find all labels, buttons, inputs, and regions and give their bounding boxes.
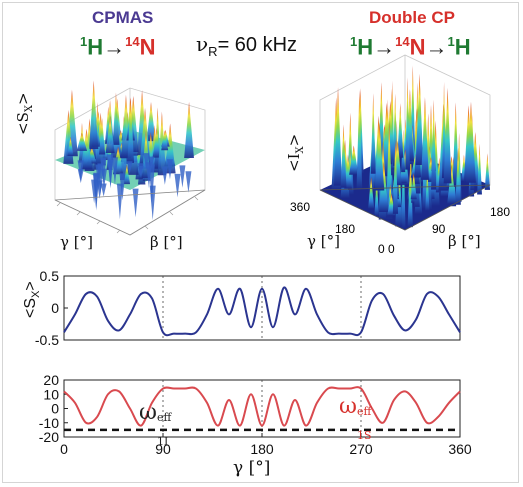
cpmas-spike bbox=[89, 80, 99, 150]
cpmas-spike bbox=[105, 115, 115, 153]
cpmas-dip bbox=[166, 159, 173, 180]
gamma-x-label: γ [°] bbox=[233, 458, 271, 478]
double-cp-spike bbox=[401, 129, 406, 173]
double-cp-title: Double CP bbox=[369, 8, 455, 27]
cpmas-surface bbox=[54, 80, 206, 236]
double-cp-spike bbox=[397, 103, 404, 158]
beta-tick-0: 0 bbox=[388, 242, 395, 256]
figure-frame bbox=[2, 2, 519, 483]
cpmas-dip bbox=[126, 161, 133, 174]
double-cp-spike bbox=[431, 99, 437, 190]
cpmas-dip bbox=[111, 157, 118, 185]
cpmas-dip bbox=[137, 163, 144, 177]
cpmas-dip bbox=[148, 156, 155, 170]
double-cp-spike bbox=[455, 147, 461, 205]
double-cp-spike bbox=[374, 177, 379, 216]
double-cp-z-label: <IX> bbox=[285, 133, 306, 172]
double-cp-reaction: 1H→14N→1H bbox=[350, 34, 471, 60]
double-cp-spike bbox=[368, 176, 375, 209]
double-cp-spike bbox=[466, 101, 476, 183]
cpmas-dip bbox=[145, 162, 152, 189]
cpmas-spike bbox=[146, 101, 156, 142]
double-cp-surface bbox=[319, 54, 491, 231]
cpmas-dip bbox=[132, 188, 139, 218]
cpmas-spike bbox=[99, 118, 106, 155]
double-cp-gamma-label: γ [°] bbox=[307, 232, 340, 250]
spin-rate-label: νR= 60 kHz bbox=[196, 32, 298, 59]
gamma-tick-180: 180 bbox=[335, 222, 356, 236]
cpmas-dip bbox=[179, 165, 186, 188]
cpmas-spike bbox=[123, 164, 131, 185]
cpmas-spike bbox=[76, 132, 88, 151]
cpmas-spike bbox=[152, 127, 161, 158]
cpmas-dip bbox=[107, 154, 114, 186]
double-cp-spike bbox=[477, 143, 482, 195]
cpmas-axis-ticks bbox=[56, 196, 199, 234]
double-cp-beta-label: β [°] bbox=[448, 232, 481, 250]
double-cp-spike bbox=[443, 87, 452, 184]
surface-plots bbox=[54, 54, 491, 236]
cpmas-spike bbox=[161, 130, 169, 151]
double-cp-spike bbox=[392, 139, 399, 214]
double-cp-spike bbox=[410, 172, 417, 200]
cpmas-dip bbox=[174, 173, 181, 198]
double-cp-spike bbox=[407, 163, 413, 228]
omega-1s-label: ω eff 1S bbox=[339, 394, 372, 442]
cpmas-spike bbox=[67, 136, 74, 157]
cpmas-dip bbox=[143, 153, 150, 171]
double-cp-spike bbox=[349, 145, 359, 175]
double-cp-spike bbox=[370, 93, 376, 174]
double-cp-spike bbox=[425, 168, 430, 211]
double-cp-spike bbox=[374, 122, 385, 191]
cpmas-dip bbox=[185, 171, 192, 193]
cpmas-dip bbox=[119, 173, 126, 201]
cpmas-dip bbox=[91, 179, 98, 204]
double-cp-spike bbox=[424, 113, 432, 210]
omega-1i-label: ω eff 1I bbox=[139, 400, 172, 448]
cpmas-dip bbox=[161, 166, 168, 185]
cpmas-spike bbox=[157, 111, 167, 176]
cpmas-dip bbox=[149, 185, 156, 221]
gamma-tick-360: 360 bbox=[290, 200, 311, 214]
double-cp-spike bbox=[333, 87, 343, 186]
double-cp-spike bbox=[420, 97, 429, 180]
cpmas-spike bbox=[112, 92, 120, 145]
cpmas-spike bbox=[184, 101, 194, 159]
double-cp-spike bbox=[405, 77, 410, 170]
cpmas-spike bbox=[139, 107, 151, 167]
double-cp-spike bbox=[340, 124, 347, 188]
gamma-tick-0: 0 bbox=[378, 242, 385, 256]
cpmas-z-label: <SX> bbox=[14, 92, 35, 135]
double-cp-spike bbox=[447, 164, 456, 204]
cpmas-title: CPMAS bbox=[92, 8, 154, 27]
cpmas-dip bbox=[95, 164, 102, 191]
beta-tick-180: 180 bbox=[490, 205, 511, 219]
cpmas-dip bbox=[100, 183, 107, 197]
double-cp-spike bbox=[396, 180, 402, 208]
sx-y-label: <SX> bbox=[22, 281, 43, 318]
double-cp-spike bbox=[415, 73, 424, 165]
beta-tick-90: 90 bbox=[432, 222, 446, 236]
cpmas-spike bbox=[127, 98, 135, 163]
double-cp-spike bbox=[484, 153, 491, 190]
cpmas-gamma-label: γ [°] bbox=[60, 233, 93, 251]
cpmas-beta-label: β [°] bbox=[150, 233, 183, 251]
cpmas-dip bbox=[116, 183, 123, 220]
cpmas-dip bbox=[100, 158, 107, 183]
double-cp-spike bbox=[356, 89, 363, 190]
cpmas-dip bbox=[77, 160, 84, 181]
cpmas-reaction: 1H→14N bbox=[80, 34, 156, 60]
